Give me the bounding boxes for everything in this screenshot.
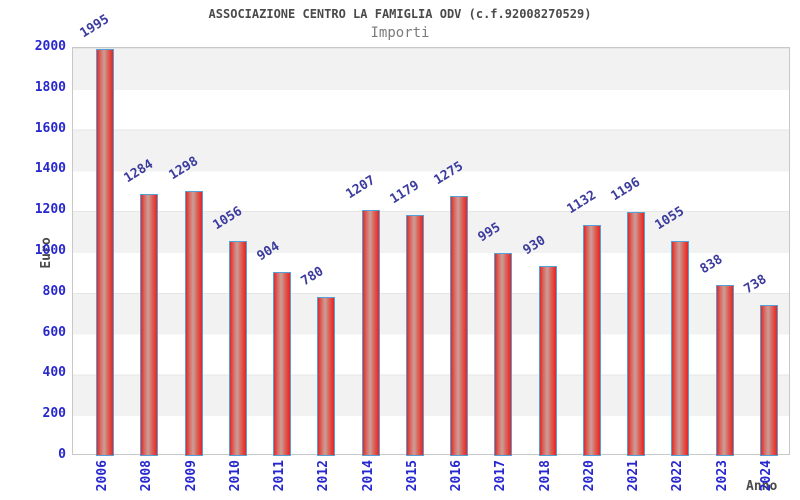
x-tick-label: 2022 <box>670 460 686 492</box>
x-tick-label: 2014 <box>360 460 376 492</box>
y-tick-label: 400 <box>42 365 66 381</box>
bar <box>671 240 690 456</box>
bar <box>317 296 336 456</box>
x-tick-label: 2023 <box>714 460 730 492</box>
y-tick-label: 1200 <box>34 202 66 218</box>
bar <box>494 253 513 456</box>
x-tick-label: 2017 <box>493 460 509 492</box>
bar <box>228 240 247 456</box>
chart-title: ASSOCIAZIONE CENTRO LA FAMIGLIA ODV (c.f… <box>208 7 592 21</box>
y-tick-label: 1000 <box>34 243 66 258</box>
x-tick-label: 2009 <box>183 460 199 492</box>
x-tick-label: 2010 <box>227 460 243 492</box>
bar <box>538 266 557 456</box>
x-axis-title: Anno <box>746 479 778 494</box>
y-tick-label: 1400 <box>34 161 66 177</box>
bar <box>450 195 469 456</box>
x-tick-label: 2008 <box>139 460 155 492</box>
bar <box>273 271 292 456</box>
chart-subtitle: Importi <box>370 25 430 41</box>
y-tick-label: 1800 <box>34 79 66 95</box>
y-tick-label: 200 <box>42 406 66 422</box>
y-tick-label: 800 <box>42 283 66 299</box>
x-tick-label: 2011 <box>272 460 288 492</box>
x-tick-label: 2016 <box>449 460 465 492</box>
bar <box>582 225 601 456</box>
bar <box>627 212 646 456</box>
bar <box>184 191 203 456</box>
x-tick-label: 2020 <box>581 460 597 492</box>
x-tick-label: 2015 <box>404 460 420 492</box>
y-tick-label: 600 <box>42 324 66 340</box>
x-tick-label: 2006 <box>95 460 111 492</box>
bar <box>140 194 159 456</box>
x-tick-label: 2012 <box>316 460 332 492</box>
y-tick-label: 1600 <box>34 120 66 136</box>
y-tick-label: 2000 <box>34 39 66 54</box>
y-tick-label: 0 <box>58 447 66 462</box>
bar <box>96 49 115 456</box>
x-tick-label: 2024 <box>758 460 774 492</box>
bar <box>405 215 424 456</box>
bar <box>759 305 778 456</box>
bar <box>715 285 734 456</box>
x-tick-label: 2021 <box>626 460 642 492</box>
plot-area <box>72 47 790 456</box>
x-tick-label: 2018 <box>537 460 553 492</box>
bar <box>361 209 380 456</box>
